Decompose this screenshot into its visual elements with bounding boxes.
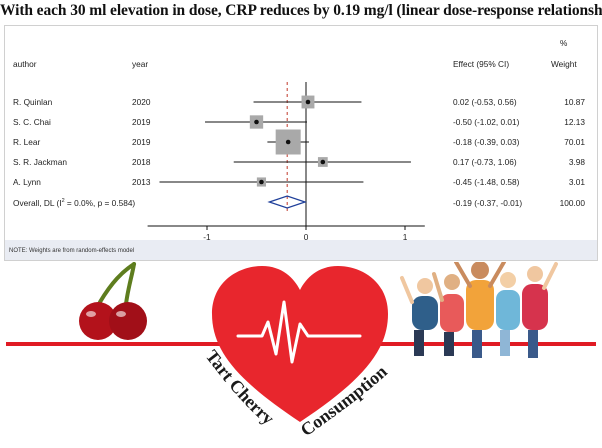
study-weight: 3.01 xyxy=(568,177,585,187)
study-year: 2019 xyxy=(132,137,151,147)
point-estimate xyxy=(259,179,264,185)
forest-plot-canvas: -1 0 1 xyxy=(147,82,425,242)
col-weight-header: Weight xyxy=(551,59,577,69)
col-year-header: year xyxy=(132,59,149,69)
study-author: A. Lynn xyxy=(13,177,41,187)
study-author: R. Quinlan xyxy=(13,97,53,107)
point-estimate xyxy=(285,139,291,145)
study-ci: 0.02 (-0.53, 0.56) xyxy=(453,97,517,107)
study-weight: 12.13 xyxy=(564,117,585,127)
point-estimate xyxy=(305,99,311,105)
overall-weight: 100.00 xyxy=(559,198,585,208)
study-year: 2020 xyxy=(132,97,151,107)
happy-people-icon xyxy=(400,260,558,358)
col-author-header: author xyxy=(13,59,37,69)
heart-icon xyxy=(212,266,388,422)
study-year: 2019 xyxy=(132,117,151,127)
overall-ci: -0.19 (-0.37, -0.01) xyxy=(453,198,523,208)
study-author: S. R. Jackman xyxy=(13,157,67,167)
point-estimate xyxy=(320,159,326,165)
overall-label: Overall, DL (I2 = 0.0%, p = 0.584) xyxy=(13,198,136,208)
study-weight: 70.01 xyxy=(564,137,585,147)
study-weight: 10.87 xyxy=(564,97,585,107)
forest-plot: % author year Effect (95% CI) Weight R. … xyxy=(4,25,598,261)
study-weight: 3.98 xyxy=(568,157,585,167)
study-author: R. Lear xyxy=(13,137,41,147)
col-effect-header: Effect (95% CI) xyxy=(453,59,510,69)
study-year: 2013 xyxy=(132,177,151,187)
point-estimate xyxy=(254,119,259,125)
x-tick-label: -1 xyxy=(203,232,211,242)
study-ci: -0.45 (-1.48, 0.58) xyxy=(453,177,520,187)
study-author: S. C. Chai xyxy=(13,117,51,127)
weights-note: NOTE: Weights are from random-effects mo… xyxy=(9,248,135,254)
x-tick-label: 1 xyxy=(403,232,408,242)
tart-cherry-illustration: Tart Cherry Consumption xyxy=(0,260,602,443)
study-ci: 0.17 (-0.73, 1.06) xyxy=(453,157,517,167)
overall-diamond xyxy=(267,195,308,209)
study-year: 2018 xyxy=(132,157,151,167)
col-percent-header: % xyxy=(560,38,568,48)
axis-band xyxy=(5,240,597,260)
x-tick-label: 0 xyxy=(304,232,309,242)
study-ci: -0.50 (-1.02, 0.01) xyxy=(453,117,520,127)
figure-headline: With each 30 ml elevation in dose, CRP r… xyxy=(0,2,602,19)
cherry-icon xyxy=(79,262,147,340)
study-ci: -0.18 (-0.39, 0.03) xyxy=(453,137,520,147)
